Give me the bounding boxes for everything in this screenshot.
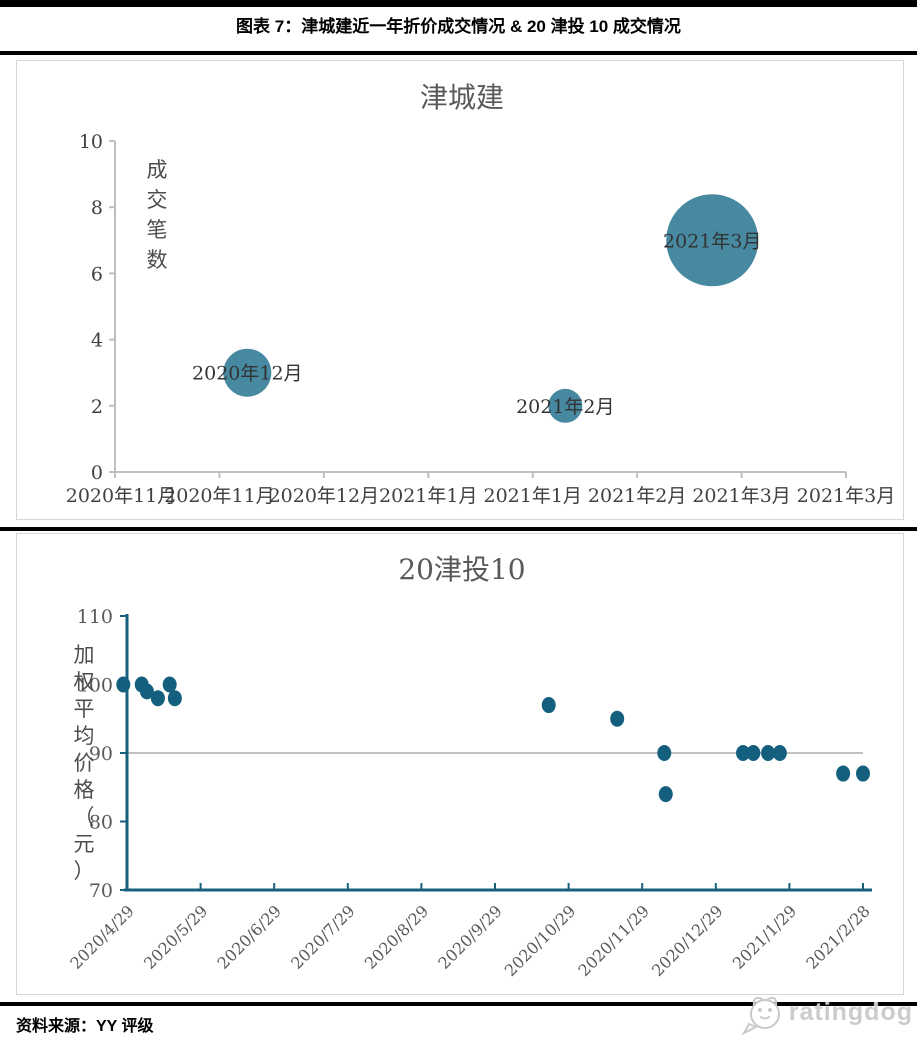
svg-text:70: 70 [89, 880, 113, 902]
svg-text:成: 成 [147, 158, 168, 182]
title-divider [0, 51, 917, 55]
svg-text:均: 均 [74, 724, 95, 748]
svg-text:4: 4 [91, 330, 103, 352]
svg-text:2: 2 [91, 396, 103, 418]
svg-text:2020年12月: 2020年12月 [269, 485, 380, 507]
svg-text:权: 权 [74, 670, 95, 694]
svg-text:2020/7/29: 2020/7/29 [287, 901, 358, 972]
footer-divider [0, 1002, 917, 1006]
svg-text:津城建: 津城建 [420, 81, 504, 114]
dog-face-icon [741, 996, 780, 1036]
svg-text:0: 0 [91, 462, 103, 484]
svg-text:2020/9/29: 2020/9/29 [434, 901, 505, 972]
svg-text:2020年12月: 2020年12月 [192, 363, 303, 385]
top-bar [0, 0, 917, 7]
svg-text:80: 80 [89, 812, 113, 834]
svg-text:数: 数 [147, 248, 168, 272]
svg-text:加: 加 [74, 643, 95, 667]
chart-panel-bottom: 20津投10 70 80 90 100 110 加权平均价格（元） 2020/4/29 2020… [16, 533, 904, 995]
ratingdog-logo: ratingdog [739, 988, 913, 1036]
svg-text:笔: 笔 [147, 218, 168, 242]
svg-text:8: 8 [91, 197, 103, 219]
svg-text:）: ） [74, 859, 95, 883]
svg-text:2021年3月: 2021年3月 [797, 485, 895, 507]
svg-text:（: （ [74, 805, 95, 829]
svg-text:交: 交 [147, 188, 168, 212]
svg-text:2020年11月: 2020年11月 [164, 485, 275, 507]
svg-text:平: 平 [74, 697, 95, 721]
svg-text:2021年3月: 2021年3月 [692, 485, 790, 507]
svg-text:2020/12/29: 2020/12/29 [648, 901, 727, 980]
chart-panel-top: 津城建 0 2 4 6 8 10 成交笔数 2020年11月 2020年11月 2020年12月 20… [16, 60, 904, 520]
svg-text:20津投10: 20津投10 [398, 553, 525, 586]
svg-text:2021年3月: 2021年3月 [663, 230, 761, 252]
svg-text:2021年1月: 2021年1月 [483, 485, 581, 507]
source-text: 资料来源：YY 评级 [16, 1018, 154, 1035]
svg-text:价: 价 [74, 751, 95, 775]
brand-text: ratingdog [788, 997, 913, 1026]
svg-text:100: 100 [77, 675, 113, 697]
svg-text:2020/10/29: 2020/10/29 [501, 901, 580, 980]
figure-title: 图表 7：津城建近一年折价成交情况 & 20 津投 10 成交情况 [236, 17, 681, 36]
svg-text:2021年2月: 2021年2月 [588, 485, 686, 507]
svg-text:2021年2月: 2021年2月 [516, 396, 614, 418]
svg-text:格: 格 [74, 778, 95, 802]
svg-text:2020/4/29: 2020/4/29 [66, 901, 137, 972]
svg-text:元: 元 [74, 832, 95, 856]
svg-text:2021年1月: 2021年1月 [379, 485, 477, 507]
svg-text:10: 10 [79, 131, 103, 153]
svg-text:2020/6/29: 2020/6/29 [214, 901, 285, 972]
svg-text:90: 90 [89, 743, 113, 765]
svg-text:2021/1/29: 2021/1/29 [729, 901, 800, 972]
svg-text:2021/2/28: 2021/2/28 [802, 901, 873, 972]
svg-text:2020/8/29: 2020/8/29 [361, 901, 432, 972]
svg-text:110: 110 [77, 606, 113, 628]
svg-text:6: 6 [91, 263, 103, 285]
svg-text:2020/11/29: 2020/11/29 [574, 901, 653, 980]
svg-text:2020年11月: 2020年11月 [66, 485, 177, 507]
svg-text:2020/5/29: 2020/5/29 [140, 901, 211, 972]
panel-divider [0, 527, 917, 531]
